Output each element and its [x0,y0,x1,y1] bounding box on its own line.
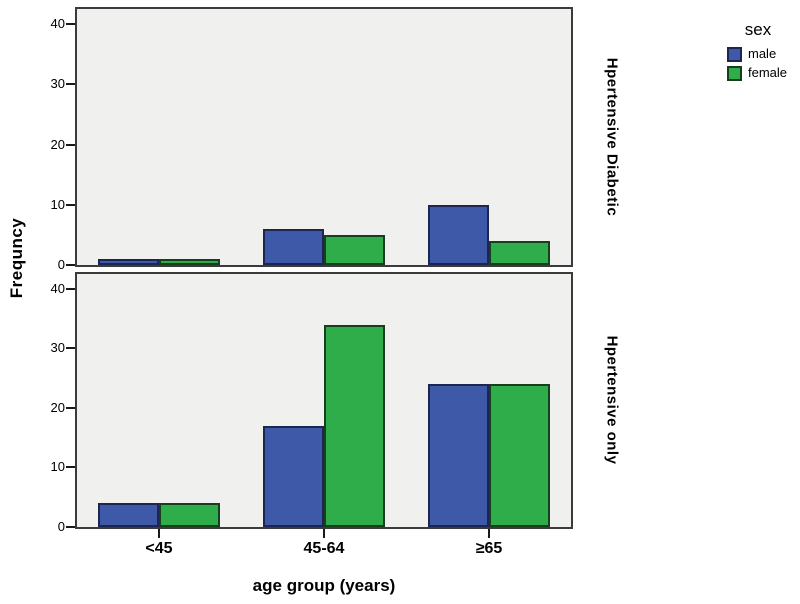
y-axis-tick-label: 40 [50,280,65,296]
y-axis-tick-label: 40 [50,16,65,32]
bar-female-≥65 [488,384,550,527]
plot-area: 0 10 20 30 40 0 10 20 30 40 [51,7,573,538]
x-axis-title: age group (years) [252,576,396,595]
x-category-label: 45-64 [303,540,345,557]
legend-item-label: male [748,46,777,61]
x-axis-tick [158,529,161,538]
y-axis-tick [66,23,75,26]
bar-male-≥65 [427,204,489,265]
bar-male-45-64 [263,425,324,527]
bar-male-45-64 [263,228,324,265]
facet-label-top: Hpertensive Diabetic [603,57,621,217]
legend-item-female: female [727,65,789,81]
x-category-label: ≥65 [475,540,503,557]
female-color-swatch-icon [727,65,742,81]
y-axis-tick [66,287,75,290]
y-axis-tick [66,526,75,528]
bar-male-<45 [98,503,160,527]
y-axis-tick-label: 30 [50,76,65,92]
bar-female-45-64 [324,324,385,527]
y-axis-tick [66,264,75,266]
y-axis-tick-label: 20 [50,399,65,415]
y-axis-tick-label: 0 [57,257,65,272]
facet-panel-hypertensive-diabetic: 0 10 20 30 40 [51,7,573,272]
x-category-label: <45 [145,540,173,557]
y-axis-tick-label: 10 [50,459,65,475]
bar-female-<45 [159,503,221,527]
y-axis-tick-label: 20 [50,136,65,152]
y-axis-tick [66,466,75,469]
y-axis-tick-label: 0 [57,519,65,534]
legend-item-male: male [727,46,789,62]
y-axis-tick [66,406,75,409]
y-axis-tick-label: 10 [50,196,65,212]
bar-male-≥65 [427,384,489,527]
facet-label-bottom: Hpertensive only [603,335,621,465]
facet-panel-hypertensive-only: 0 10 20 30 40 [51,272,573,538]
bar-female-<45 [159,258,221,265]
legend-title: sex [744,20,772,39]
legend: sex male female [727,20,789,81]
y-axis-tick [66,347,75,350]
bar-female-45-64 [324,234,385,265]
y-axis-tick [66,203,75,206]
y-axis-tick [66,83,75,86]
bar-male-<45 [98,258,160,265]
x-axis-tick [487,529,490,538]
y-axis-tick [66,143,75,146]
y-axis-tick-label: 30 [50,340,65,356]
y-axis-title: Frequncy [7,217,26,299]
male-color-swatch-icon [727,46,742,62]
bar-female-≥65 [488,240,550,265]
legend-item-label: female [748,65,788,80]
x-axis-tick [323,529,325,538]
